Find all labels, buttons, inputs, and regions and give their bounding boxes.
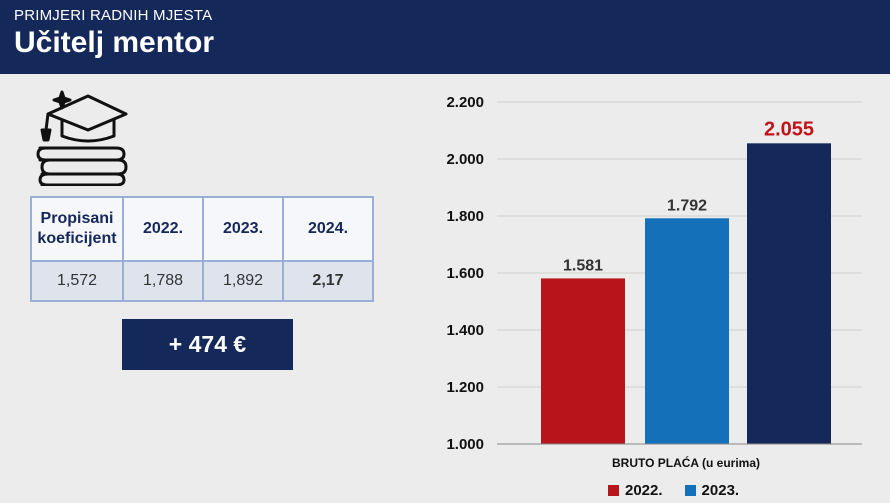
table-header-cell: 2022. xyxy=(122,196,204,262)
bar xyxy=(541,278,625,444)
x-axis-label: BRUTO PLAĆA (u eurima) xyxy=(612,455,760,470)
table-header-cell: 2023. xyxy=(202,196,284,262)
page-title: Učitelj mentor xyxy=(14,26,215,59)
y-tick-label: 2.200 xyxy=(446,94,484,111)
y-tick-label: 1.800 xyxy=(446,208,484,225)
data-label: 2.055 xyxy=(764,118,814,140)
chart-legend: 2022. 2023. xyxy=(608,480,761,500)
table-header-row: Propisani koeficijent 2022. 2023. 2024. xyxy=(30,196,374,262)
header-supertitle: PRIMJERI RADNIH MJESTA xyxy=(14,7,213,24)
coefficient-table: Propisani koeficijent 2022. 2023. 2024. … xyxy=(30,196,374,302)
y-tick-label: 2.000 xyxy=(446,151,484,168)
bar xyxy=(747,143,831,444)
table-cell-highlight: 2,17 xyxy=(282,260,374,302)
graduation-cap-books-icon xyxy=(36,90,128,186)
legend-label: 2022. xyxy=(625,481,663,499)
legend-swatch xyxy=(684,484,696,496)
table-cell: 1,788 xyxy=(122,260,204,302)
y-tick-label: 1.600 xyxy=(446,265,484,282)
increase-badge: + 474 € xyxy=(122,319,293,370)
table-cell: 1,892 xyxy=(202,260,284,302)
y-tick-label: 1.000 xyxy=(446,436,484,453)
legend-swatch xyxy=(608,484,619,496)
data-label: 1.792 xyxy=(667,197,707,214)
data-label: 1.581 xyxy=(563,257,603,274)
legend-item: 2023. xyxy=(684,481,740,499)
legend-item: 2022. xyxy=(608,482,663,499)
table-row: 1,572 1,788 1,892 2,17 xyxy=(30,260,374,302)
legend-label: 2023. xyxy=(701,481,740,499)
bar xyxy=(645,218,729,444)
y-tick-label: 1.200 xyxy=(446,379,484,396)
y-tick-label: 1.400 xyxy=(446,322,484,339)
table-cell: 1,572 xyxy=(30,260,124,302)
table-header-cell: Propisani koeficijent xyxy=(30,196,124,262)
table-header-cell: 2024. xyxy=(282,196,374,262)
header-bar: PRIMJERI RADNIH MJESTA Učitelj mentor xyxy=(0,0,890,74)
